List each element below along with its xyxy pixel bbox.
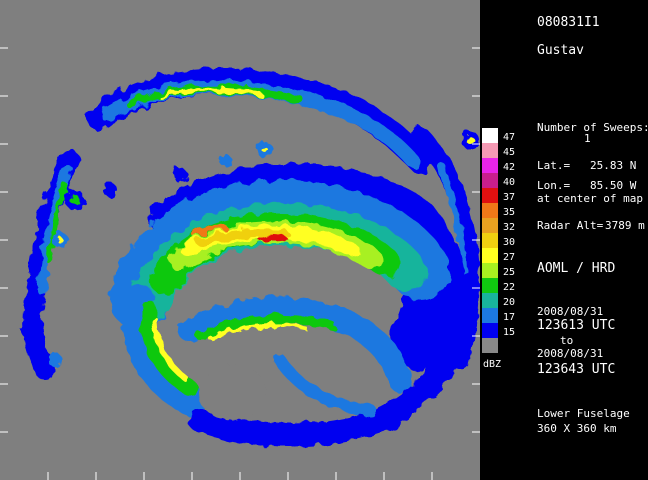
legend-label: 47 bbox=[503, 132, 516, 143]
legend-swatch bbox=[482, 143, 498, 158]
radar-alt-label: Radar Alt= bbox=[537, 219, 604, 232]
legend-label: 15 bbox=[503, 327, 516, 338]
sweeps-label: Number of Sweeps: bbox=[537, 121, 648, 134]
legend-label: 25 bbox=[503, 267, 516, 278]
map-ticks bbox=[0, 47, 480, 480]
legend-swatch bbox=[482, 263, 498, 278]
legend-label: 37 bbox=[503, 192, 516, 203]
lat-label: Lat.= bbox=[537, 159, 571, 172]
to-label: to bbox=[560, 334, 574, 347]
legend-unit: dBZ bbox=[483, 359, 502, 370]
radar-map bbox=[0, 0, 480, 480]
start-date: 2008/08/31 bbox=[537, 305, 604, 318]
legend-swatch bbox=[482, 173, 498, 188]
legend-label: 20 bbox=[503, 297, 516, 308]
legend-label: 27 bbox=[503, 252, 516, 263]
legend-swatch bbox=[482, 233, 498, 248]
reflectivity-field bbox=[23, 68, 480, 447]
legend-swatch bbox=[482, 323, 498, 338]
scattered-cells bbox=[21, 131, 479, 367]
center-note: at center of map bbox=[537, 192, 643, 205]
map-size: 360 X 360 km bbox=[537, 422, 617, 435]
radar-type: Lower Fuselage bbox=[537, 407, 630, 420]
legend-swatch bbox=[482, 308, 498, 323]
lon-value: 85.50 W bbox=[590, 179, 637, 192]
lon-label: Lon.= bbox=[537, 179, 571, 192]
end-time: 123643 UTC bbox=[537, 362, 616, 377]
legend-swatch bbox=[482, 338, 498, 353]
legend-label: 17 bbox=[503, 312, 516, 323]
legend-swatch bbox=[482, 278, 498, 293]
legend-swatch bbox=[482, 293, 498, 308]
legend-label: 42 bbox=[503, 162, 516, 173]
start-time: 123613 UTC bbox=[537, 318, 616, 333]
legend-label: 40 bbox=[503, 177, 516, 188]
legend-swatch bbox=[482, 128, 498, 143]
radar-alt-value: 3789 m bbox=[605, 219, 645, 232]
storm-eye bbox=[198, 364, 266, 420]
end-date: 2008/08/31 bbox=[537, 347, 604, 360]
legend-label: 22 bbox=[503, 282, 516, 293]
dbz-legend: 47 45 42 40 37 35 32 30 27 25 22 20 17 15 bbox=[482, 128, 532, 358]
legend-label: 35 bbox=[503, 207, 516, 218]
lat-value: 25.83 N bbox=[590, 159, 637, 172]
storm-name: Gustav bbox=[537, 43, 584, 58]
legend-label: 32 bbox=[503, 222, 516, 233]
legend-label: 45 bbox=[503, 147, 516, 158]
legend-swatch bbox=[482, 203, 498, 218]
legend-swatch bbox=[482, 158, 498, 173]
legend-swatch bbox=[482, 218, 498, 233]
sweeps-value: 1 bbox=[584, 132, 591, 145]
organization: AOML / HRD bbox=[537, 261, 616, 276]
legend-swatch bbox=[482, 248, 498, 263]
legend-label: 30 bbox=[503, 237, 516, 248]
legend-swatch bbox=[482, 188, 498, 203]
flight-id: 080831I1 bbox=[537, 15, 600, 30]
